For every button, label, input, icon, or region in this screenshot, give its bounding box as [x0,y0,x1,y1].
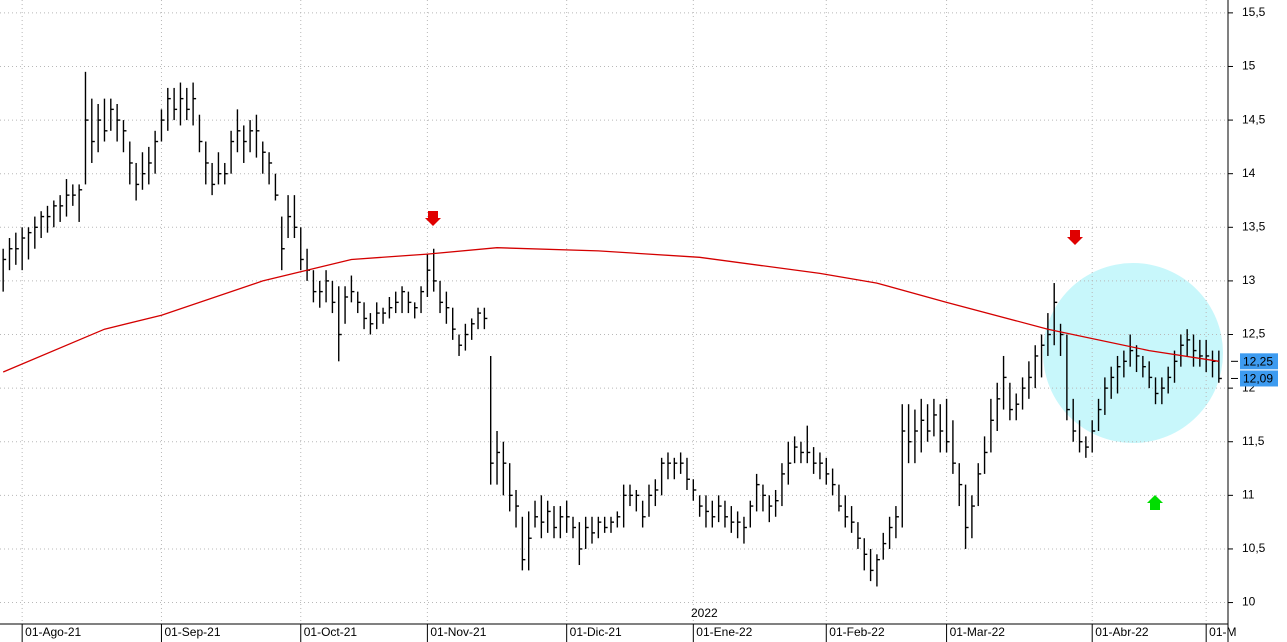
y-tick-label: 11,5 [1242,434,1265,448]
marks [2,71,1222,587]
y-tick-label: 10,5 [1242,541,1266,555]
y-tick-label: 14 [1242,166,1256,180]
price-tag [1240,353,1278,370]
sell-arrow [1067,230,1083,245]
x-tick-label: 01-Ene-22 [696,625,752,639]
highlight-circle [1043,263,1223,443]
x-tick-label: 01-M [1209,625,1236,639]
price-tag-label: 12,09 [1243,372,1273,386]
y-tick-label: 10 [1242,595,1256,609]
y-tick-label: 14,5 [1242,112,1266,126]
x-tick-label: 01-Mar-22 [950,625,1006,639]
x-tick-label: 01-Sep-21 [164,625,220,639]
x-tick-label: 01-Feb-22 [829,625,885,639]
year-label: 2022 [691,606,718,620]
y-tick-label: 13 [1242,273,1256,287]
grid [0,0,1228,624]
y-tick-label: 12,5 [1242,327,1266,341]
price-tag [1240,370,1278,387]
x-tick-label: 01-Oct-21 [304,625,358,639]
y-tick-label: 11 [1242,488,1255,502]
y-tick-label: 15,5 [1242,5,1266,19]
y-tick-label: 15 [1242,59,1256,73]
sell-arrow [425,211,441,226]
x-tick-label: 01-Dic-21 [570,625,622,639]
x-tick-label: 01-Ago-21 [25,625,81,639]
price-tag-label: 12,25 [1243,354,1273,368]
buy-arrow [1147,495,1163,510]
x-tick-label: 01-Abr-22 [1095,625,1149,639]
moving-average [2,247,1219,373]
x-tick-label: 01-Nov-21 [430,625,486,639]
y-tick-label: 13,5 [1242,219,1266,233]
